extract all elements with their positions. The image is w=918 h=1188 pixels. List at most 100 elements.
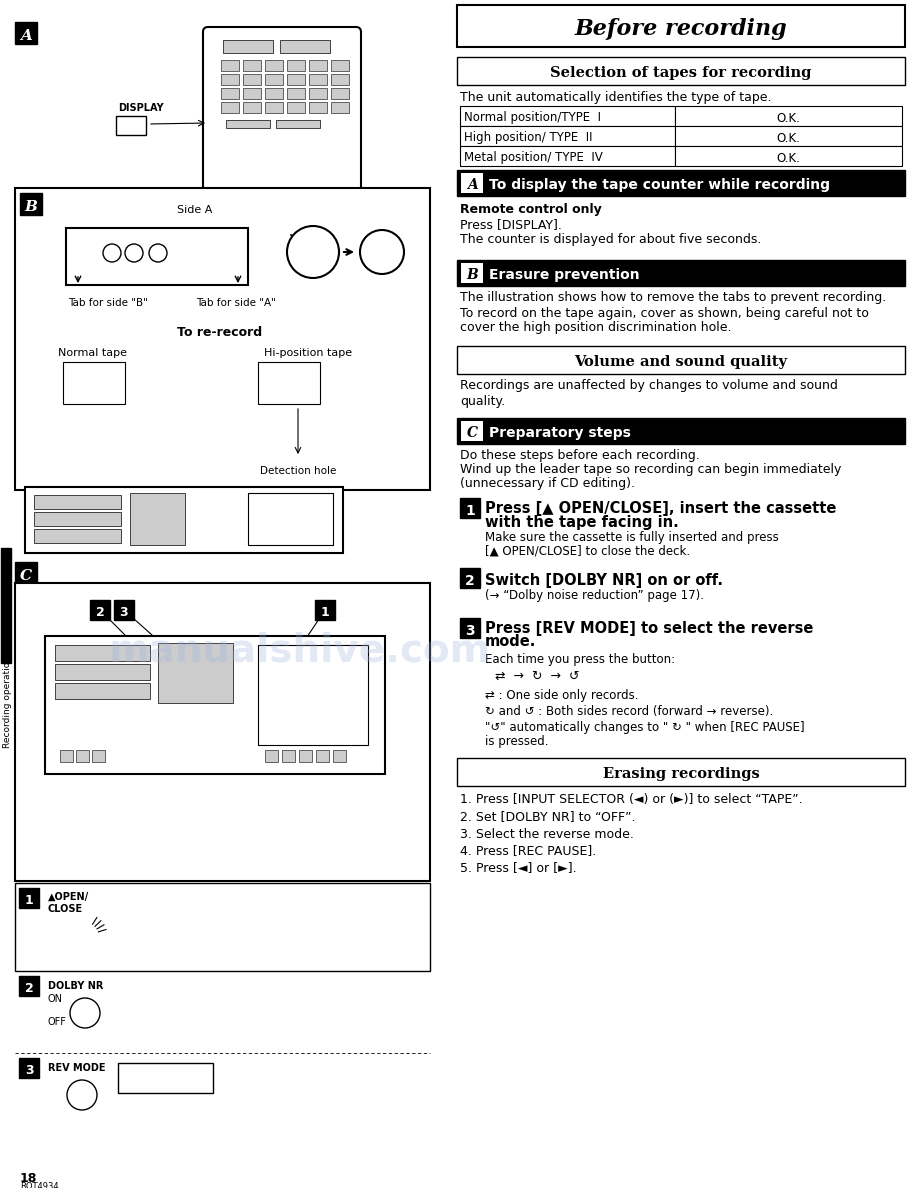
Bar: [258, 645, 368, 745]
Bar: [243, 61, 261, 71]
Text: B: B: [466, 268, 478, 282]
Bar: [19, 977, 39, 996]
Bar: [15, 562, 37, 584]
Bar: [287, 74, 305, 86]
Bar: [66, 228, 248, 285]
Bar: [460, 498, 480, 518]
Text: Each time you press the button:: Each time you press the button:: [485, 653, 675, 666]
Bar: [460, 618, 480, 638]
Text: Remote control only: Remote control only: [460, 203, 602, 216]
Bar: [248, 493, 333, 545]
Bar: [15, 23, 37, 44]
Text: Metal position/ TYPE  IV: Metal position/ TYPE IV: [464, 152, 603, 164]
Bar: [457, 260, 905, 286]
Text: DOLBY NR: DOLBY NR: [48, 981, 104, 991]
Bar: [276, 120, 320, 128]
Bar: [19, 887, 39, 908]
Bar: [20, 192, 42, 215]
Bar: [287, 88, 305, 99]
Text: mode.: mode.: [485, 634, 536, 650]
Text: Side A: Side A: [177, 206, 213, 215]
Bar: [34, 512, 121, 526]
Text: C: C: [20, 569, 32, 583]
Text: High position/ TYPE  II: High position/ TYPE II: [464, 132, 592, 145]
Text: RQT4934: RQT4934: [20, 1182, 59, 1188]
Text: 2. Set [DOLBY NR] to “OFF”.: 2. Set [DOLBY NR] to “OFF”.: [460, 810, 635, 823]
Bar: [331, 74, 349, 86]
Circle shape: [187, 505, 213, 531]
Text: 1: 1: [465, 504, 475, 518]
Bar: [457, 170, 905, 196]
Text: Tab for side "A": Tab for side "A": [196, 298, 276, 308]
Bar: [34, 495, 121, 508]
Bar: [457, 57, 905, 86]
Bar: [299, 750, 312, 762]
Bar: [309, 61, 327, 71]
Text: Selection of tapes for recording: Selection of tapes for recording: [550, 67, 812, 80]
Text: O.K.: O.K.: [777, 132, 800, 145]
Bar: [158, 643, 233, 703]
Text: Normal position/TYPE  I: Normal position/TYPE I: [464, 112, 601, 125]
Text: Tab for side "B": Tab for side "B": [68, 298, 148, 308]
Circle shape: [149, 244, 167, 263]
Bar: [265, 750, 278, 762]
Text: Recordings are unaffected by changes to volume and sound: Recordings are unaffected by changes to …: [460, 379, 838, 392]
Circle shape: [103, 244, 121, 263]
Bar: [265, 102, 283, 113]
Text: Switch [DOLBY NR] on or off.: Switch [DOLBY NR] on or off.: [485, 573, 723, 588]
Circle shape: [58, 758, 82, 782]
Text: cover the high position discrimination hole.: cover the high position discrimination h…: [460, 322, 732, 335]
Text: ↻ and ↺ : Both sides record (forward → reverse).: ↻ and ↺ : Both sides record (forward → r…: [485, 706, 773, 719]
Bar: [90, 600, 110, 620]
Text: To display the tape counter while recording: To display the tape counter while record…: [489, 178, 830, 192]
Bar: [118, 1063, 213, 1093]
Circle shape: [70, 998, 100, 1028]
Bar: [333, 750, 346, 762]
Text: Normal tape: Normal tape: [58, 348, 127, 358]
Bar: [223, 40, 273, 53]
Text: Erasure prevention: Erasure prevention: [489, 268, 640, 282]
Bar: [221, 102, 239, 113]
Text: ▲OPEN/: ▲OPEN/: [48, 892, 89, 902]
Text: To record on the tape again, cover as shown, being careful not to: To record on the tape again, cover as sh…: [460, 307, 868, 320]
Circle shape: [67, 1080, 97, 1110]
Text: 2: 2: [25, 982, 33, 996]
Text: B: B: [25, 200, 38, 214]
Circle shape: [76, 716, 104, 744]
Text: REV MODE: REV MODE: [48, 1063, 106, 1073]
Text: A: A: [466, 178, 477, 192]
Bar: [63, 362, 125, 404]
Text: 1: 1: [25, 895, 33, 908]
Text: quality.: quality.: [460, 394, 505, 407]
Bar: [457, 5, 905, 48]
Text: 2: 2: [465, 574, 475, 588]
Bar: [460, 126, 675, 146]
Text: The counter is displayed for about five seconds.: The counter is displayed for about five …: [460, 234, 761, 246]
Text: Detection hole: Detection hole: [260, 466, 336, 476]
Text: Make sure the cassette is fully inserted and press: Make sure the cassette is fully inserted…: [485, 531, 778, 544]
Text: Wind up the leader tape so recording can begin immediately: Wind up the leader tape so recording can…: [460, 463, 842, 476]
Bar: [675, 126, 902, 146]
Bar: [226, 120, 270, 128]
Bar: [331, 61, 349, 71]
Circle shape: [67, 918, 103, 954]
Bar: [258, 362, 320, 404]
Bar: [287, 102, 305, 113]
Bar: [60, 750, 73, 762]
Bar: [25, 487, 343, 552]
Circle shape: [212, 505, 238, 531]
Bar: [280, 40, 330, 53]
Bar: [309, 74, 327, 86]
Bar: [316, 750, 329, 762]
Text: 3: 3: [25, 1064, 33, 1078]
Text: OFF: OFF: [48, 1017, 67, 1026]
Text: O.K.: O.K.: [777, 152, 800, 164]
Text: [▲ OPEN/CLOSE] to close the deck.: [▲ OPEN/CLOSE] to close the deck.: [485, 544, 690, 557]
Bar: [243, 88, 261, 99]
Text: 1. Press [INPUT SELECTOR (◄) or (►)] to select “TAPE”.: 1. Press [INPUT SELECTOR (◄) or (►)] to …: [460, 794, 802, 807]
Text: To re-record: To re-record: [177, 326, 263, 339]
Bar: [221, 61, 239, 71]
Text: 3. Select the reverse mode.: 3. Select the reverse mode.: [460, 828, 633, 840]
Bar: [461, 173, 483, 192]
Bar: [45, 636, 385, 775]
